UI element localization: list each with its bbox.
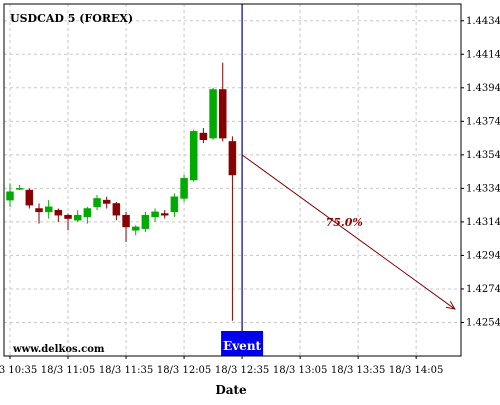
candle-body	[228, 141, 237, 176]
candle-up	[141, 211, 150, 232]
y-tick-label: 1.4314	[466, 217, 500, 228]
candle-down	[64, 213, 72, 231]
candle-body	[141, 214, 150, 229]
candle-body	[64, 214, 72, 219]
y-tick-label: 1.4254	[466, 317, 500, 328]
candle-up	[83, 206, 92, 224]
candle-body	[25, 189, 34, 206]
x-axis-ticks: 18/3 10:35 18/3 11:05 18/3 11:35 18/3 12:05…	[0, 356, 443, 376]
candle-down	[112, 201, 121, 221]
candle-up	[180, 174, 188, 202]
y-tick-label: 1.4374	[466, 116, 500, 127]
x-axis-label: Date	[215, 383, 247, 397]
event-box	[221, 331, 264, 356]
candle-up	[209, 87, 217, 140]
y-tick-label: 1.4394	[466, 83, 500, 94]
candle-down	[199, 128, 208, 144]
candle-body	[44, 206, 53, 213]
candle-up	[151, 208, 159, 222]
candles-layer	[6, 62, 237, 321]
candle-body	[35, 208, 43, 213]
candle-body	[54, 209, 63, 216]
candle-body	[131, 226, 140, 231]
x-tick-label: 18/3 10:35	[0, 365, 37, 376]
x-tick-label: 18/3 13:05	[273, 365, 327, 376]
y-tick-label: 1.4334	[466, 183, 500, 194]
candle-down	[54, 208, 63, 222]
forecast-arrow-line	[241, 154, 456, 310]
candle-up	[131, 225, 140, 236]
candle-down	[102, 196, 111, 209]
event-layer: Event	[221, 4, 264, 356]
candle-body	[122, 214, 130, 228]
candle-body	[15, 188, 24, 190]
candle-body	[83, 208, 92, 218]
candle-down	[35, 203, 43, 224]
candle-body	[6, 191, 14, 201]
candle-down	[122, 211, 130, 243]
y-tick-label: 1.4294	[466, 250, 500, 261]
candle-body	[160, 213, 169, 216]
x-tick-label: 18/3 13:35	[331, 365, 385, 376]
plot-frame	[3, 3, 462, 357]
candle-down	[25, 188, 34, 209]
candle-up	[44, 200, 53, 219]
candle-body	[151, 211, 159, 218]
candle-down	[228, 136, 237, 321]
y-tick-label: 1.4354	[466, 150, 500, 161]
candle-body	[93, 198, 101, 208]
forecast-label: 75.0%	[326, 216, 363, 229]
candle-body	[180, 178, 188, 199]
event-label: Event	[223, 339, 261, 353]
x-tick-label: 18/3 11:05	[41, 365, 95, 376]
candle-down	[218, 62, 227, 142]
candle-body	[170, 196, 179, 213]
candle-up	[15, 185, 24, 191]
candle-down	[160, 210, 169, 219]
candle-up	[170, 193, 179, 217]
candle-body	[189, 131, 198, 181]
y-tick-label: 1.4434	[466, 16, 500, 27]
x-tick-label: 18/3 12:05	[157, 365, 211, 376]
y-axis-ticks: 1.4434 1.4414 1.4394 1.4374 1.4354 1.4334 1.43…	[461, 16, 500, 328]
candle-body	[209, 89, 217, 139]
x-tick-label: 18/3 14:05	[389, 365, 443, 376]
candle-up	[93, 195, 101, 211]
candle-body	[199, 132, 208, 141]
watermark-text: www.delkos.com	[12, 344, 105, 355]
candle-body	[102, 199, 111, 204]
candle-body	[218, 89, 227, 139]
candle-up	[189, 129, 198, 182]
x-tick-label: 18/3 12:35	[215, 365, 269, 376]
y-tick-label: 1.4274	[466, 284, 500, 295]
chart-title: USDCAD 5 (FOREX)	[10, 12, 133, 25]
forecast-layer: 75.0%	[241, 154, 456, 310]
candle-body	[112, 203, 121, 216]
candle-body	[73, 214, 82, 221]
candle-up	[73, 210, 82, 222]
x-tick-label: 18/3 11:35	[99, 365, 153, 376]
candle-up	[6, 183, 14, 207]
forecast-arrow-head	[445, 301, 456, 310]
y-tick-label: 1.4414	[466, 49, 500, 60]
